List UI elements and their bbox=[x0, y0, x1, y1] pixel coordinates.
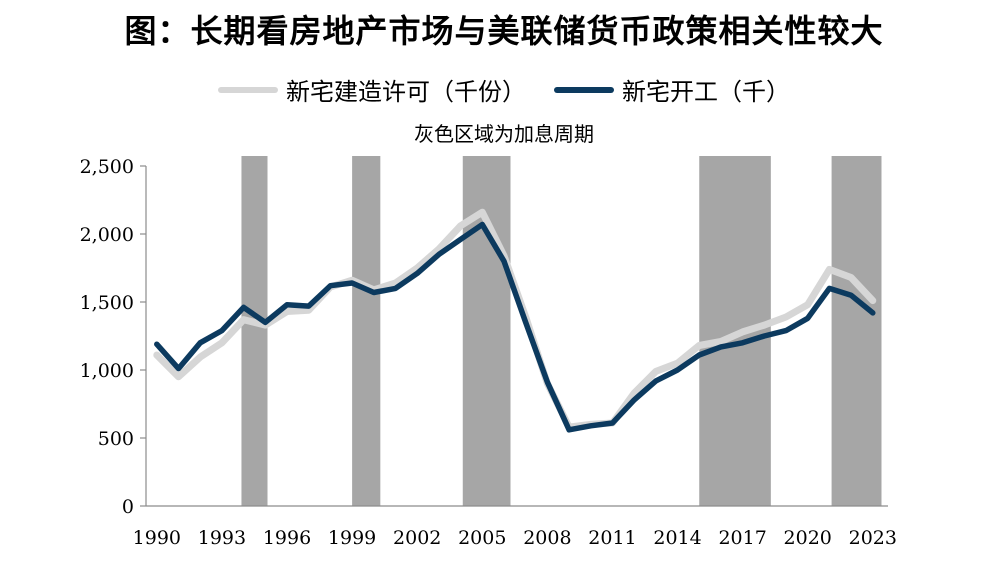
data-point-series-2 bbox=[590, 425, 592, 427]
data-point-series-1 bbox=[655, 370, 657, 372]
data-point-series-2 bbox=[503, 260, 505, 262]
x-tick-label: 2008 bbox=[523, 527, 571, 549]
x-tick-label: 1996 bbox=[263, 527, 311, 549]
data-point-series-1 bbox=[243, 319, 245, 321]
data-point-series-1 bbox=[872, 300, 874, 302]
data-point-series-2 bbox=[243, 306, 245, 308]
data-point-series-2 bbox=[416, 272, 418, 274]
data-point-series-2 bbox=[568, 429, 570, 431]
data-point-series-2 bbox=[850, 294, 852, 296]
data-point-series-2 bbox=[286, 304, 288, 306]
data-point-series-1 bbox=[156, 354, 158, 356]
x-tick-label: 2014 bbox=[653, 527, 701, 549]
data-point-series-1 bbox=[785, 316, 787, 318]
tick-labels: 0 500 1,000 1,500 2,000 2,500 1990 1993 1996 1999… bbox=[80, 156, 897, 549]
data-point-series-1 bbox=[199, 356, 201, 358]
data-point-series-1 bbox=[395, 282, 397, 284]
data-point-series-2 bbox=[807, 317, 809, 319]
x-tick-label: 2020 bbox=[784, 527, 832, 549]
data-point-series-2 bbox=[329, 285, 331, 287]
data-point-series-1 bbox=[438, 248, 440, 250]
data-point-series-1 bbox=[460, 225, 462, 227]
data-point-series-1 bbox=[221, 342, 223, 344]
data-point-series-2 bbox=[633, 399, 635, 401]
data-point-series-2 bbox=[872, 312, 874, 314]
shaded-period-2 bbox=[352, 156, 381, 506]
y-tick-label: 1,000 bbox=[80, 360, 134, 382]
data-point-series-2 bbox=[264, 321, 266, 323]
legend-swatch-permits bbox=[218, 86, 278, 93]
data-point-series-2 bbox=[720, 346, 722, 348]
data-point-series-1 bbox=[677, 362, 679, 364]
data-point-series-1 bbox=[720, 340, 722, 342]
data-point-series-2 bbox=[199, 342, 201, 344]
series-line-2 bbox=[154, 221, 876, 433]
series-lines bbox=[153, 208, 877, 433]
data-point-series-1 bbox=[828, 268, 830, 270]
axes bbox=[140, 165, 888, 507]
page-title: 图：长期看房地产市场与美联储货币政策相关性较大 bbox=[124, 12, 884, 50]
data-point-series-2 bbox=[546, 381, 548, 383]
data-point-series-1 bbox=[850, 277, 852, 279]
x-tick-label: 1990 bbox=[133, 527, 181, 549]
shaded-periods bbox=[241, 156, 882, 506]
data-point-series-2 bbox=[178, 368, 180, 370]
data-point-series-2 bbox=[481, 223, 483, 225]
data-point-series-1 bbox=[308, 309, 310, 311]
data-point-series-2 bbox=[460, 238, 462, 240]
data-point-series-2 bbox=[156, 343, 158, 345]
data-point-series-2 bbox=[308, 305, 310, 307]
legend-item-permits: 新宅建造许可（千份） bbox=[218, 72, 526, 107]
data-point-series-2 bbox=[742, 342, 744, 344]
data-point-series-2 bbox=[611, 422, 613, 424]
x-tick-label: 2005 bbox=[458, 527, 506, 549]
y-tick-label: 1,500 bbox=[80, 292, 134, 314]
data-point-series-1 bbox=[481, 211, 483, 213]
data-point-series-2 bbox=[525, 321, 527, 323]
legend-label-starts: 新宅开工（千） bbox=[622, 78, 790, 106]
data-point-series-2 bbox=[763, 335, 765, 337]
data-point-series-2 bbox=[655, 380, 657, 382]
data-point-series-1 bbox=[633, 392, 635, 394]
data-point-series-1 bbox=[416, 267, 418, 269]
data-point-series-2 bbox=[438, 253, 440, 255]
data-point-series-1 bbox=[286, 311, 288, 313]
legend-swatch-starts bbox=[554, 86, 614, 93]
legend-item-starts: 新宅开工（千） bbox=[554, 72, 790, 107]
data-point-series-1 bbox=[763, 324, 765, 326]
x-tick-label: 1999 bbox=[328, 527, 376, 549]
data-point-series-2 bbox=[221, 330, 223, 332]
data-point-series-2 bbox=[785, 330, 787, 332]
data-point-series-1 bbox=[178, 376, 180, 378]
shaded-period-4 bbox=[699, 156, 771, 506]
y-tick-label: 2,000 bbox=[80, 224, 134, 246]
x-tick-label: 1993 bbox=[198, 527, 246, 549]
data-point-series-1 bbox=[698, 345, 700, 347]
data-point-series-2 bbox=[373, 291, 375, 293]
x-tick-label: 2011 bbox=[588, 527, 636, 549]
data-point-series-2 bbox=[395, 287, 397, 289]
x-tick-label: 2002 bbox=[393, 527, 441, 549]
x-tick-label: 2017 bbox=[718, 527, 766, 549]
y-tick-label: 500 bbox=[98, 428, 134, 450]
shaded-period-3 bbox=[462, 156, 511, 506]
legend-label-permits: 新宅建造许可（千份） bbox=[286, 78, 526, 106]
y-tick-label: 2,500 bbox=[80, 156, 134, 178]
data-point-series-2 bbox=[698, 354, 700, 356]
data-point-series-1 bbox=[742, 331, 744, 333]
shaded-period-1 bbox=[241, 156, 268, 506]
shaded-period-5 bbox=[831, 156, 882, 506]
data-point-series-2 bbox=[677, 369, 679, 371]
data-point-series-2 bbox=[351, 282, 353, 284]
data-point-series-1 bbox=[807, 304, 809, 306]
legend: 新宅建造许可（千份） 新宅开工（千） bbox=[0, 72, 1008, 107]
chart-annotation: 灰色区域为加息周期 bbox=[414, 122, 594, 146]
data-point-series-2 bbox=[828, 287, 830, 289]
y-tick-label: 0 bbox=[122, 496, 134, 518]
x-tick-label: 2023 bbox=[849, 527, 897, 549]
